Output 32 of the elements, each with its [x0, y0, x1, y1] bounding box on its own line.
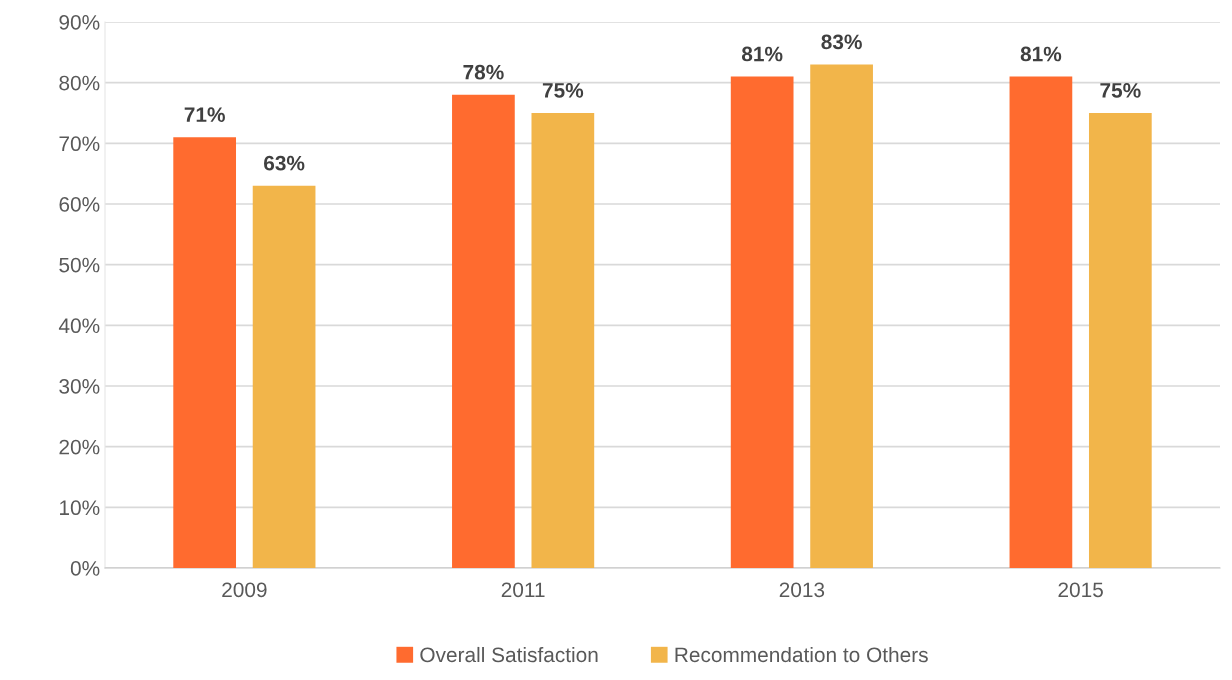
bar — [531, 113, 595, 568]
data-label: 75% — [542, 83, 584, 98]
y-tick-label: 0% — [70, 561, 100, 576]
bar — [452, 94, 515, 568]
bar — [730, 76, 794, 568]
data-label: 78% — [463, 64, 504, 80]
y-tick-label: 30% — [59, 379, 100, 394]
y-tick-label: 50% — [59, 257, 100, 273]
y-tick-label: 10% — [60, 500, 100, 516]
bar — [1009, 76, 1073, 568]
x-tick-label: 2013 — [779, 582, 825, 598]
y-tick-label: 60% — [59, 197, 100, 212]
data-label: 63% — [264, 155, 305, 171]
data-label: 75% — [1100, 83, 1141, 98]
x-tick-label: 2011 — [501, 582, 545, 598]
data-label: 81% — [1020, 46, 1062, 62]
y-tick-label: 20% — [59, 439, 100, 455]
bar — [252, 185, 316, 568]
y-tick-label: 70% — [59, 136, 100, 152]
bar — [1088, 113, 1152, 568]
x-tick-label: 2015 — [1058, 582, 1103, 598]
data-label: 71% — [184, 107, 225, 122]
y-tick-label: 90% — [59, 15, 100, 30]
legend-label: Recommendation to Others — [675, 646, 928, 663]
y-tick-label: 80% — [59, 75, 100, 91]
data-label: 83% — [821, 34, 862, 50]
y-tick-label: 40% — [58, 318, 100, 334]
legend-label: Overall Satisfaction — [420, 646, 598, 663]
data-label: 81% — [741, 46, 783, 62]
bar — [810, 64, 873, 568]
bar — [173, 137, 237, 568]
x-tick-label: 2009 — [222, 582, 267, 598]
